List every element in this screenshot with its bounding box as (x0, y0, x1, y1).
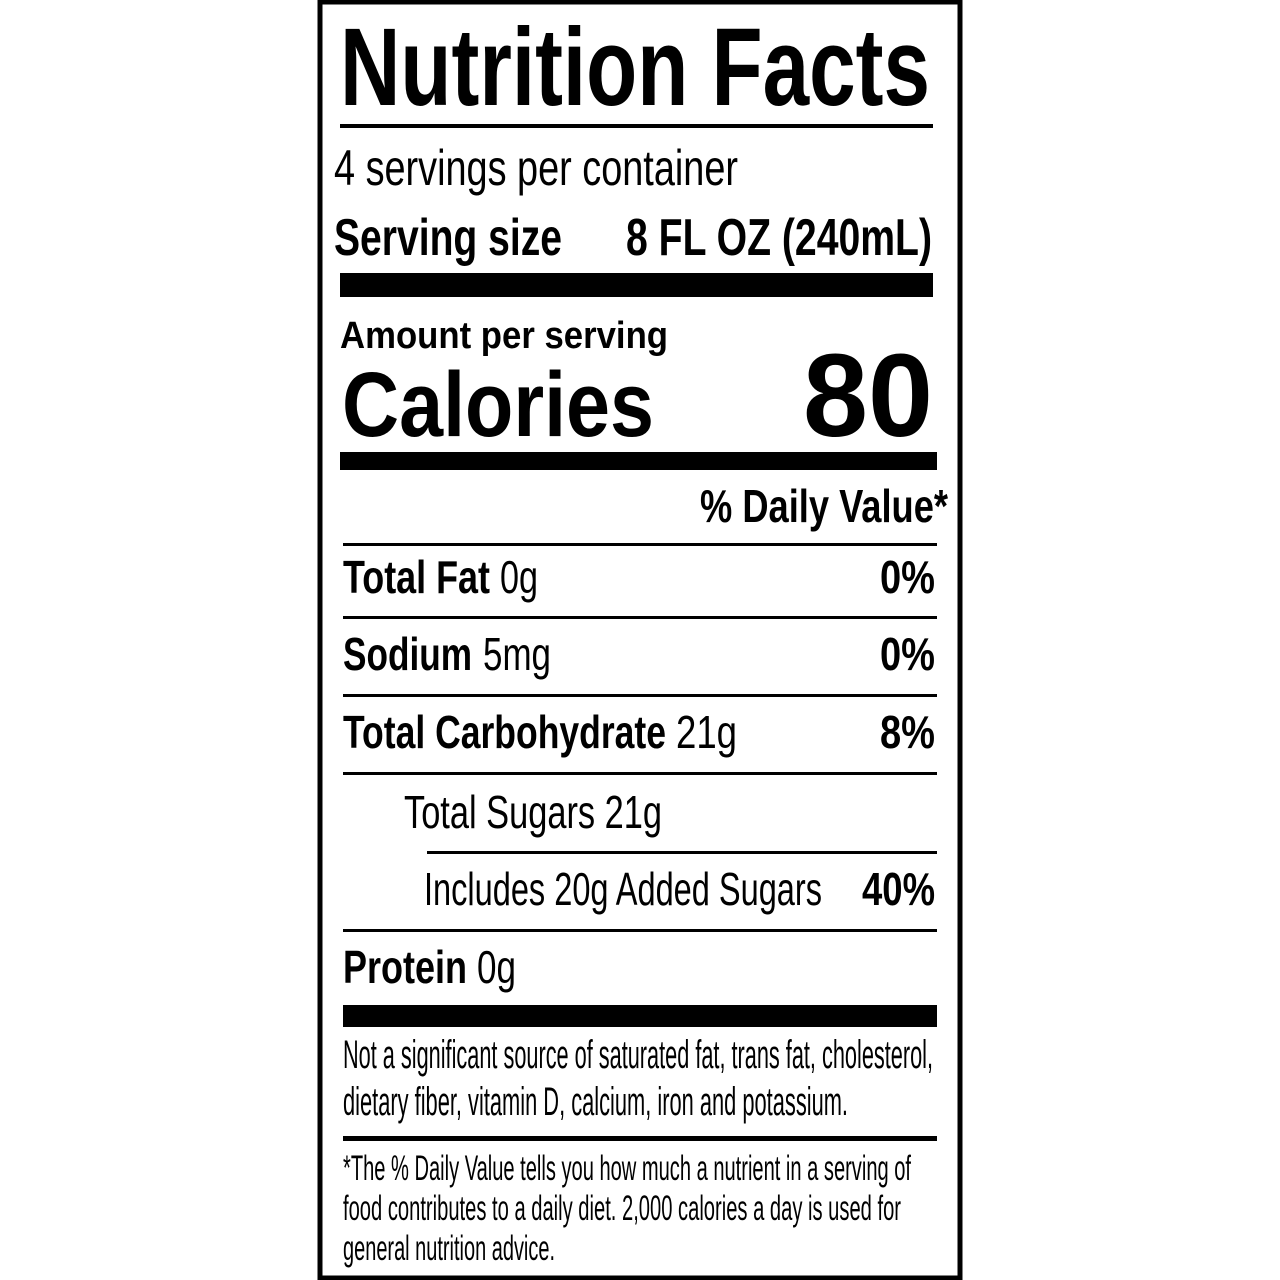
amount-per-serving: Amount per serving (340, 315, 668, 357)
nutrient-dv: 8% (880, 706, 935, 758)
footnote-line: food contributes to a daily diet. 2,000 … (343, 1189, 901, 1228)
rule (427, 851, 937, 854)
rule (340, 124, 933, 128)
nutrient-amount: 0g (500, 551, 538, 603)
nutrient-name: Total Carbohydrate (343, 706, 666, 758)
thick-rule (343, 1005, 937, 1027)
nutrient-name: Total Sugars 21g (404, 786, 662, 838)
nutrient-name: Total Fat (343, 551, 490, 603)
servings: 4 servings per container (334, 140, 738, 196)
label-border (317, 0, 963, 1280)
rule (343, 543, 937, 546)
calories-label: Calories (342, 354, 654, 456)
thick-rule (340, 452, 937, 470)
rule (343, 616, 937, 619)
nutrient-amount: 21g (676, 706, 737, 758)
rule (343, 929, 937, 932)
nutrient-dv: 0% (880, 628, 935, 680)
title: Nutrition Facts (340, 6, 930, 129)
serving-size-value: 8 FL OZ (240mL) (626, 209, 932, 267)
rule (343, 1136, 937, 1141)
nutrient-amount: 0g (477, 941, 516, 993)
note-line: dietary fiber, vitamin D, calcium, iron … (343, 1080, 848, 1124)
nutrient-name: Includes 20g Added Sugars (424, 863, 822, 915)
nutrient-amount: 5mg (483, 628, 551, 680)
note-line: Not a significant source of saturated fa… (343, 1033, 933, 1077)
nutrient-dv: 0% (880, 551, 935, 603)
rule (343, 694, 937, 697)
nutrient-dv: 40% (862, 863, 935, 915)
serving-size-label: Serving size (334, 209, 562, 267)
footnote-line: *The % Daily Value tells you how much a … (343, 1149, 911, 1188)
nutrient-name: Protein (343, 941, 467, 993)
footnote-line: general nutrition advice. (343, 1229, 555, 1268)
daily-value-header: % Daily Value* (700, 480, 948, 532)
nutrient-name: Sodium (343, 628, 472, 680)
calories-value: 80 (803, 330, 933, 462)
rule (343, 772, 937, 775)
thick-rule (340, 273, 933, 297)
